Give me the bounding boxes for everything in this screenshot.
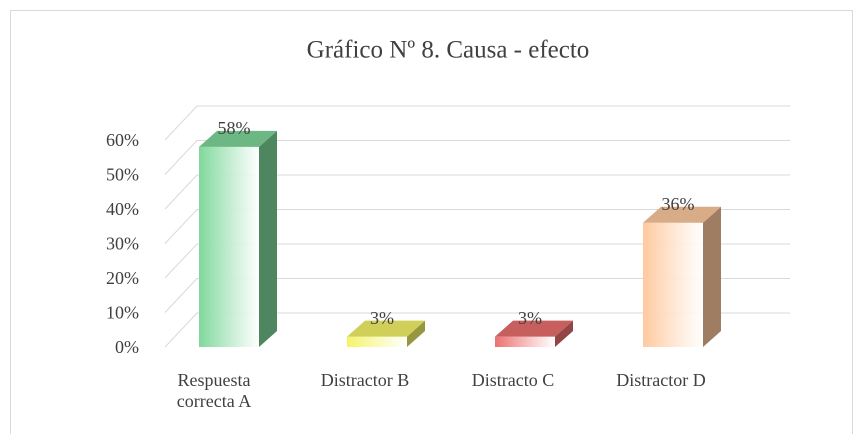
bar-front <box>643 222 703 347</box>
grid-line <box>164 140 790 175</box>
grid-line <box>164 243 790 279</box>
bar-top-shade <box>347 320 425 337</box>
bar-side-shade <box>555 320 573 347</box>
y-tick-label: 40% <box>106 199 139 219</box>
y-tick-label: 60% <box>106 130 139 150</box>
y-tick-label: 20% <box>106 268 139 288</box>
x-tick-label: Distracto C <box>471 370 555 390</box>
bar-top <box>347 320 425 337</box>
bar-front <box>495 336 555 347</box>
bar-front <box>199 146 259 347</box>
data-label: 36% <box>662 194 695 214</box>
x-tick-label: Distractor D <box>616 370 706 390</box>
bar-top <box>495 320 573 337</box>
bar-side-shade <box>259 130 277 347</box>
bar-front <box>347 336 407 347</box>
bar-side <box>555 320 573 347</box>
x-tick-label: Distractor B <box>320 370 410 390</box>
bar-side-shade <box>407 320 425 347</box>
bar-top-shade <box>495 320 573 337</box>
y-tick-label: 50% <box>106 165 139 185</box>
grid-line <box>164 278 790 313</box>
grid-line <box>164 209 790 244</box>
data-label: 3% <box>370 308 394 328</box>
y-tick-label: 0% <box>115 337 139 357</box>
grid-line <box>164 105 790 141</box>
bar-top-shade <box>199 130 277 147</box>
x-tick-label: Respuesta correcta A <box>176 370 252 411</box>
bar-top <box>199 130 277 147</box>
chart-border <box>10 10 853 434</box>
grid-line <box>164 174 790 210</box>
y-tick-label: 30% <box>106 234 139 254</box>
y-tick-label: 10% <box>106 303 139 323</box>
chart-title: Gráfico Nº 8. Causa - efecto <box>307 37 590 64</box>
bar-side-shade <box>703 206 721 347</box>
bar-side <box>407 320 425 347</box>
bar-side <box>259 130 277 347</box>
data-label: 3% <box>518 308 542 328</box>
bar-top <box>643 206 721 223</box>
bar-top-shade <box>643 206 721 223</box>
bar-side <box>703 206 721 347</box>
data-label: 58% <box>218 118 251 138</box>
grid-line <box>164 312 790 348</box>
